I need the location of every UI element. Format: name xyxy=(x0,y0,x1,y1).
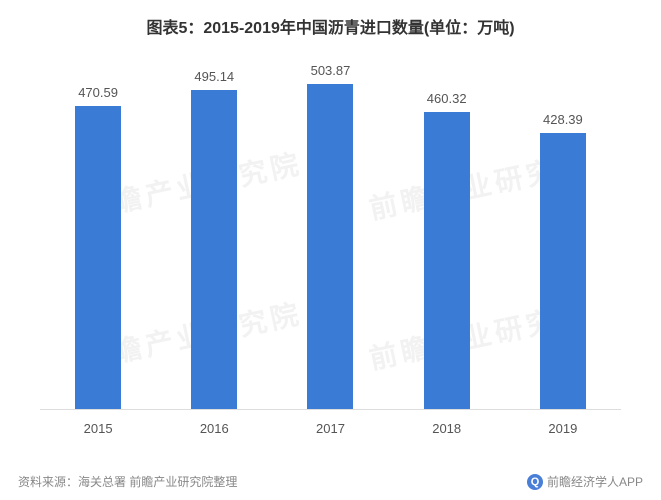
x-axis-label: 2017 xyxy=(272,421,388,436)
bar-group: 428.39 xyxy=(505,75,621,409)
bar xyxy=(191,90,237,409)
bar-group: 470.59 xyxy=(40,75,156,409)
bar xyxy=(75,106,121,409)
chart-footer: 资料来源：海关总署 前瞻产业研究院整理 Q 前瞻经济学人APP xyxy=(18,473,643,490)
bar-value-label: 470.59 xyxy=(78,85,118,100)
bar-group: 503.87 xyxy=(272,75,388,409)
app-label: 前瞻经济学人APP xyxy=(547,473,643,490)
bar-value-label: 503.87 xyxy=(311,63,351,78)
source-label: 资料来源：海关总署 前瞻产业研究院整理 xyxy=(18,473,237,490)
bar-value-label: 495.14 xyxy=(194,69,234,84)
bar-group: 495.14 xyxy=(156,75,272,409)
bar-value-label: 460.32 xyxy=(427,91,467,106)
x-axis-label: 2016 xyxy=(156,421,272,436)
app-attribution: Q 前瞻经济学人APP xyxy=(527,473,643,490)
bar xyxy=(540,133,586,409)
bar-group: 460.32 xyxy=(389,75,505,409)
x-axis-label: 2015 xyxy=(40,421,156,436)
chart-area: 前瞻产业研究院 前瞻产业研究院 前瞻产业研究院 前瞻产业研究院 470.5949… xyxy=(40,55,621,440)
bar xyxy=(424,112,470,409)
x-axis-labels: 20152016201720182019 xyxy=(40,415,621,440)
chart-title: 图表5：2015-2019年中国沥青进口数量(单位：万吨) xyxy=(0,0,661,38)
bar-value-label: 428.39 xyxy=(543,112,583,127)
bar xyxy=(307,84,353,409)
x-axis-label: 2018 xyxy=(389,421,505,436)
plot-region: 470.59 495.14503.87 460.32 428.39 xyxy=(40,75,621,410)
x-axis-label: 2019 xyxy=(505,421,621,436)
app-icon: Q xyxy=(527,474,543,490)
